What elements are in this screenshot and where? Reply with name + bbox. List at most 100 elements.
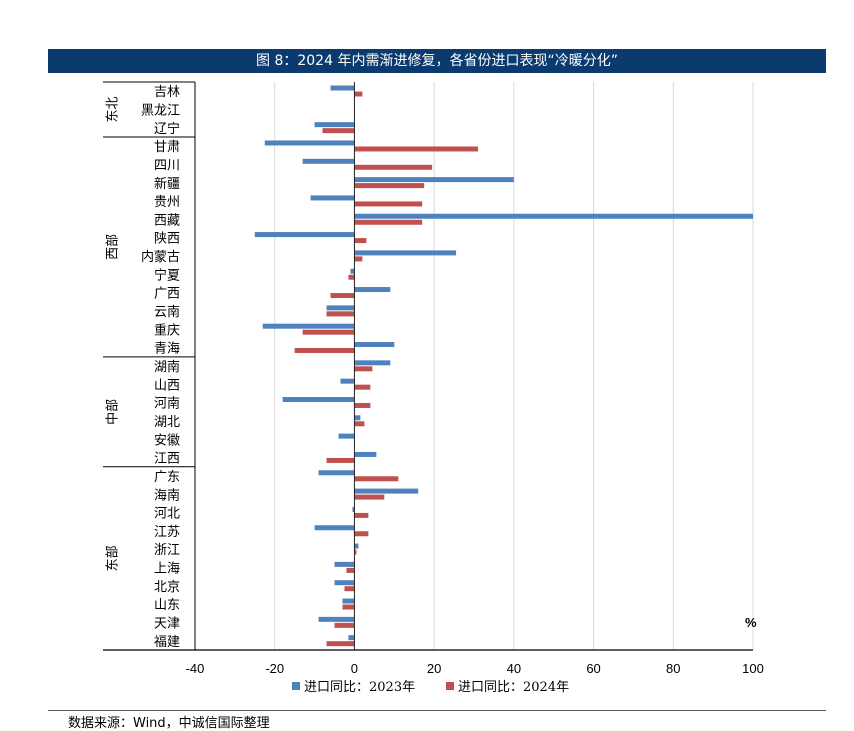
bar-2024	[354, 512, 369, 518]
bar-2024	[354, 476, 399, 482]
bar-2024	[342, 604, 355, 610]
source-note: 数据来源：Wind，中诚信国际整理	[68, 716, 270, 731]
group-label: 东北	[106, 96, 121, 122]
province-label: 贵州	[154, 195, 180, 210]
x-tick-label: -40	[186, 661, 205, 676]
bar-2023	[310, 195, 355, 201]
bar-2023	[254, 232, 355, 238]
bar-2023	[354, 415, 361, 421]
bar-2024	[334, 622, 355, 628]
province-label: 黑龙江	[141, 103, 180, 118]
bar-2024	[294, 348, 355, 354]
x-tick-label: -20	[265, 661, 284, 676]
x-tick-label: 20	[427, 661, 441, 676]
province-label: 广西	[154, 287, 180, 302]
bar-2023	[334, 580, 355, 586]
unit-label: %	[745, 615, 757, 630]
bar-2024	[346, 567, 355, 573]
bar-2023	[354, 213, 753, 219]
province-label: 天津	[154, 617, 180, 632]
chart-title: 图 8：2024 年内需渐进修复，各省份进口表现“冷暖分化”	[48, 49, 826, 73]
province-label: 湖北	[154, 415, 180, 430]
group-label: 西部	[106, 234, 121, 260]
bar-2023	[338, 433, 355, 439]
bar-2023	[350, 268, 355, 274]
bar-2024	[354, 219, 423, 225]
bar-2023	[326, 305, 355, 311]
bar-2023	[318, 616, 355, 622]
bar-2023	[354, 543, 359, 549]
bar-2024	[348, 274, 355, 280]
x-tick-label: 0	[351, 661, 358, 676]
bar-2023	[330, 85, 355, 91]
x-tick-label: 40	[507, 661, 521, 676]
bar-2023	[354, 488, 419, 494]
bar-2023	[340, 378, 355, 384]
bar-2024	[354, 421, 365, 427]
bar-2023	[264, 140, 355, 146]
group-label: 中部	[106, 399, 121, 425]
bar-2023	[302, 158, 355, 164]
bar-2024	[354, 494, 385, 500]
province-label: 青海	[154, 342, 180, 357]
province-label: 上海	[154, 562, 180, 577]
bar-2024	[326, 311, 355, 317]
bar-2023	[354, 451, 377, 457]
group-label: 东部	[106, 545, 121, 571]
province-label: 陕西	[154, 232, 180, 247]
bar-2024	[354, 238, 367, 244]
province-label: 海南	[154, 487, 180, 503]
province-label: 新疆	[154, 176, 180, 192]
bar-2024	[354, 183, 425, 189]
x-tick-label: 100	[742, 661, 764, 676]
province-label: 山西	[154, 378, 180, 393]
bar-2024	[354, 164, 433, 170]
bar-2024	[354, 366, 373, 372]
bar-2024	[344, 586, 355, 592]
province-label: 重庆	[154, 322, 180, 338]
bar-2023	[354, 342, 395, 348]
province-label: 内蒙古	[141, 249, 180, 265]
province-label: 广东	[154, 470, 180, 485]
province-label: 西藏	[154, 213, 180, 228]
bar-2024	[354, 549, 357, 555]
bar-2023	[314, 525, 355, 531]
bar-2023	[352, 506, 355, 512]
bar-2023	[354, 250, 457, 256]
province-label: 江西	[154, 452, 180, 467]
province-label: 云南	[154, 304, 180, 320]
bar-2024	[326, 457, 355, 463]
legend-swatch	[446, 682, 454, 690]
bar-2024	[330, 293, 355, 299]
bar-2024	[302, 329, 355, 335]
province-label: 辽宁	[154, 121, 180, 137]
bar-2023	[334, 561, 355, 567]
province-label: 安徽	[154, 433, 180, 448]
bar-2024	[354, 384, 371, 390]
province-label: 吉林	[154, 85, 180, 100]
bar-2023	[318, 470, 355, 476]
province-label: 湖南	[154, 359, 180, 375]
bar-2023	[354, 287, 391, 293]
province-label: 北京	[154, 580, 180, 595]
source-divider	[48, 710, 826, 711]
bar-2023	[348, 635, 355, 641]
bar-2024	[326, 641, 355, 647]
province-label: 福建	[154, 635, 180, 650]
bar-2023	[314, 122, 355, 128]
bar-2024	[354, 201, 423, 207]
bar-2024	[354, 91, 363, 97]
province-label: 浙江	[154, 543, 180, 558]
province-label: 河南	[154, 396, 180, 412]
bar-2024	[354, 256, 363, 262]
province-label: 甘肃	[154, 140, 180, 155]
x-tick-label: 60	[586, 661, 600, 676]
legend-label: 进口同比：2023年	[304, 680, 415, 695]
province-label: 四川	[154, 158, 180, 173]
bar-2023	[262, 323, 355, 329]
province-label: 河北	[154, 507, 180, 522]
province-label: 山东	[154, 598, 180, 613]
province-label: 江苏	[154, 524, 180, 540]
bar-2023	[354, 177, 514, 183]
